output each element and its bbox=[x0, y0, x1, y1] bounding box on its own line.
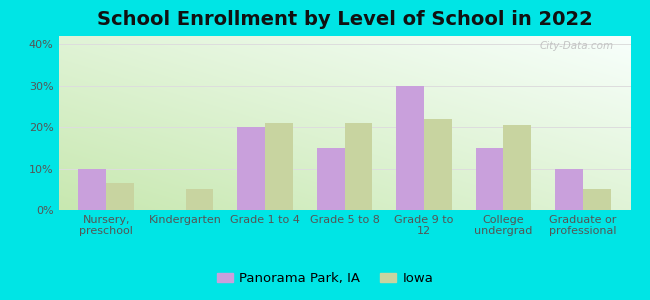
Bar bbox=[344, 123, 372, 210]
Legend: Panorama Park, IA, Iowa: Panorama Park, IA, Iowa bbox=[211, 267, 439, 290]
Bar bbox=[106, 183, 134, 210]
Bar bbox=[396, 86, 424, 210]
Title: School Enrollment by Level of School in 2022: School Enrollment by Level of School in … bbox=[97, 10, 592, 29]
Bar bbox=[503, 125, 531, 210]
Bar bbox=[237, 127, 265, 210]
Bar bbox=[186, 189, 213, 210]
Bar bbox=[555, 169, 583, 210]
Bar bbox=[79, 169, 106, 210]
Bar bbox=[317, 148, 345, 210]
Bar bbox=[583, 189, 610, 210]
Bar bbox=[424, 119, 452, 210]
Text: City-Data.com: City-Data.com bbox=[540, 41, 614, 51]
Bar bbox=[476, 148, 503, 210]
Bar bbox=[265, 123, 293, 210]
